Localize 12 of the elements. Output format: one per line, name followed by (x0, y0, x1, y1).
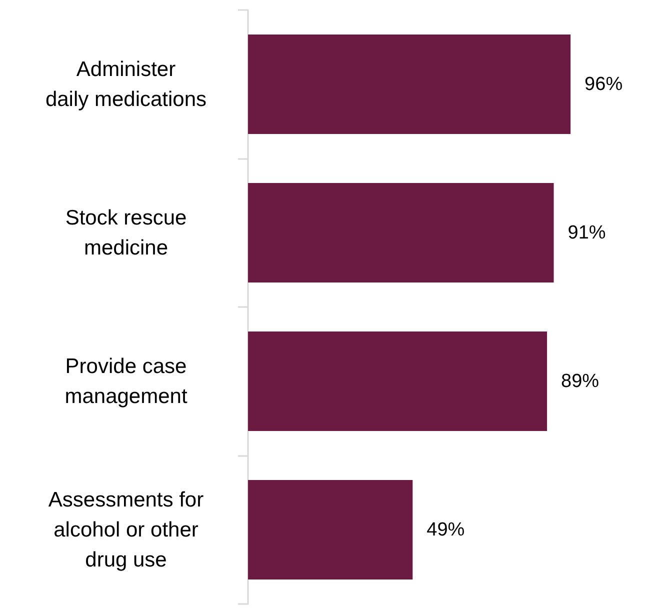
bar (248, 332, 548, 431)
data-label: 89% (561, 370, 600, 392)
bar (248, 183, 554, 282)
y-tick-label: Stock rescue medicine (65, 206, 187, 260)
data-label: 91% (568, 222, 606, 244)
y-tick-label: Assessments for alcohol or other drug use (48, 488, 204, 572)
data-label: 49% (426, 519, 465, 540)
data-label: 96% (584, 74, 623, 95)
bar (248, 480, 413, 580)
bar (248, 34, 571, 134)
y-tick-label: Provide case management (64, 354, 188, 408)
y-tick-label: Administer daily medications (45, 58, 207, 111)
